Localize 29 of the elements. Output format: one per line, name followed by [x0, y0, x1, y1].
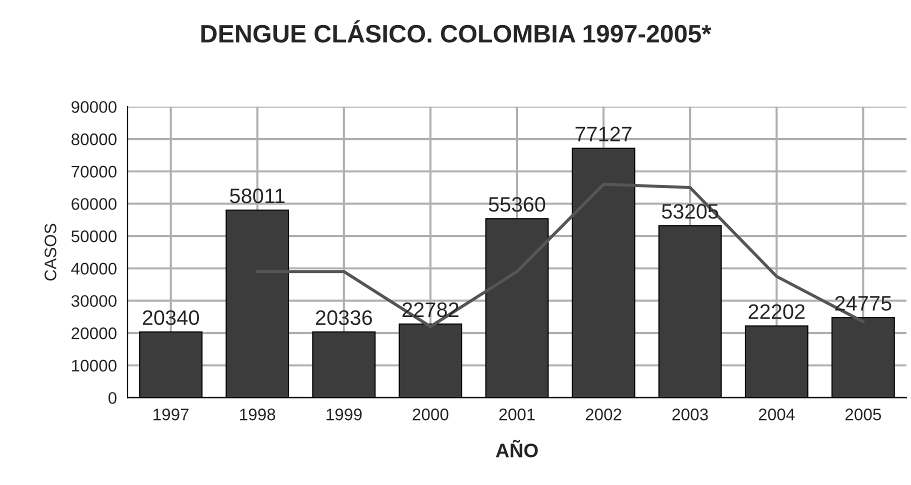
x-axis-title: AÑO [496, 440, 538, 458]
x-tick-label: 1997 [154, 408, 189, 420]
y-tick-label: 40000 [71, 262, 116, 275]
y-tick-label: 80000 [72, 133, 116, 146]
y-tick-label: 30000 [71, 295, 116, 307]
data-label: 20336 [316, 310, 372, 326]
x-tick-label: 2000 [412, 408, 448, 420]
y-axis-title: CASOS [44, 224, 56, 281]
data-label: 20340 [142, 310, 199, 326]
y-tick-label: 0 [108, 392, 116, 404]
y-tick-label: 70000 [72, 166, 116, 178]
data-label: 55360 [488, 197, 546, 212]
y-tick-label: 50000 [71, 230, 116, 242]
x-tick-label: 1999 [326, 408, 362, 420]
x-tick-label: 2001 [499, 408, 535, 420]
y-tick-label: 20000 [72, 327, 116, 340]
x-tick-label: 2004 [758, 408, 795, 420]
y-tick-label: 90000 [72, 101, 116, 113]
x-tick-label: 1998 [240, 408, 276, 420]
data-label: 22202 [748, 304, 805, 320]
x-tick-label: 2003 [672, 408, 708, 420]
y-tick-label: 60000 [72, 198, 116, 210]
x-tick-label: 2002 [586, 408, 622, 420]
data-label: 24775 [835, 296, 892, 311]
chart-title: DENGUE CLÁSICO. COLOMBIA 1997-2005* [201, 20, 712, 43]
y-tick-label: 10000 [72, 360, 116, 372]
data-label: 58011 [230, 188, 285, 204]
data-label: 77127 [576, 126, 632, 142]
x-tick-label: 2005 [845, 408, 882, 420]
